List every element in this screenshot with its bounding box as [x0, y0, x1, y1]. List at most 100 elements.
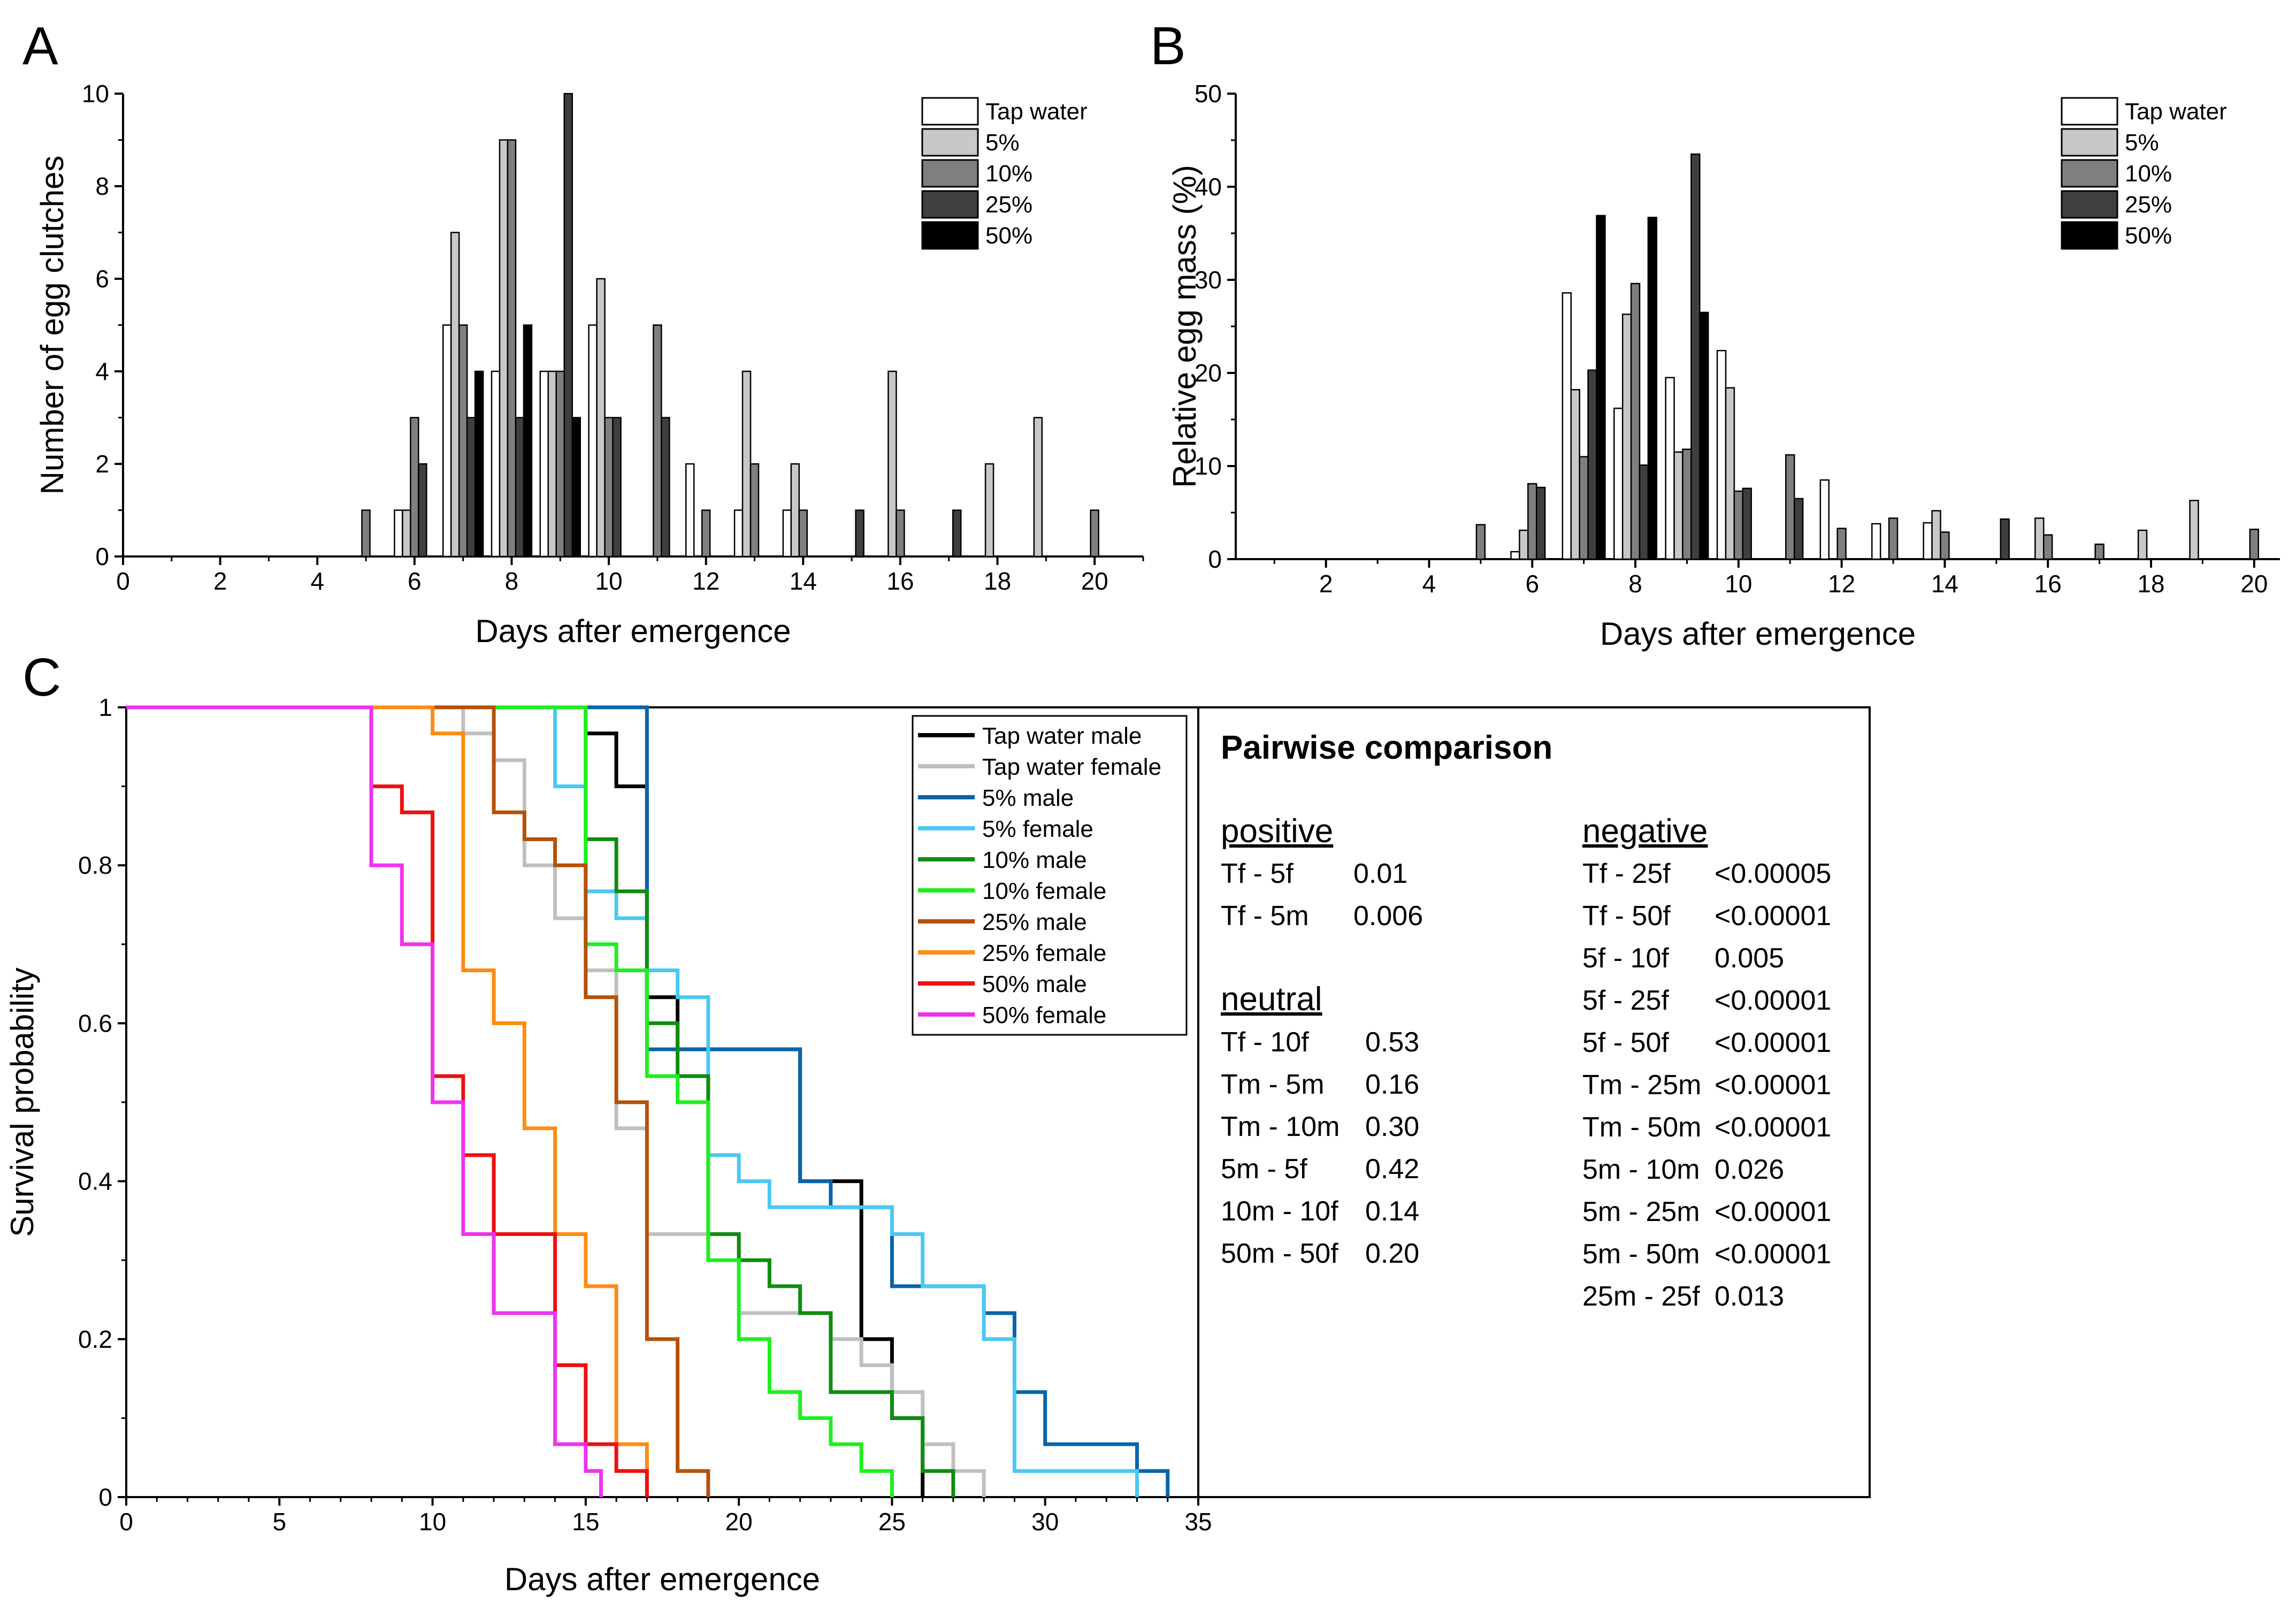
bar-b-10pct	[2043, 534, 2053, 560]
bar-b-25pct	[1639, 464, 1649, 560]
panel-c: C 0 5 10 15 20 25 30 35 0 0.2 0.4 0.6 0.8 1 Days after…	[4, 647, 1871, 1597]
bar-a-tap-water	[733, 509, 744, 558]
bar-a-10pct	[701, 509, 711, 558]
pairwise-comparison-box: Pairwise comparison positive neutral neg…	[1197, 706, 1871, 1498]
legend-label: 25%	[2125, 192, 2172, 218]
bar-a-10pct	[896, 509, 905, 558]
bar-b-5pct	[1519, 529, 1529, 560]
bar-a-10pct	[749, 463, 760, 558]
stat-p-value: <0.00001	[1715, 985, 1831, 1016]
legend-label: 25% female	[982, 940, 1106, 966]
bar-b-10pct	[1888, 517, 1899, 560]
bar-b-25pct	[1535, 486, 1546, 560]
legend-label: Tap water male	[982, 723, 1142, 749]
bar-b-5pct	[2034, 517, 2045, 560]
bar-b-tap-water	[1510, 551, 1520, 560]
legend-label: Tap water	[985, 98, 1088, 125]
legend-label: 5%	[985, 129, 1020, 156]
legend-swatch	[2061, 221, 2118, 250]
stat-p-value: <0.00001	[1715, 1239, 1831, 1270]
panel-a-y-tick-label: 0	[95, 543, 109, 570]
panel-a-x-tick-label: 10	[595, 567, 623, 595]
legend-label: 50%	[2125, 223, 2172, 249]
bar-b-5pct	[2137, 529, 2148, 560]
stat-pair: 5f - 50f	[1582, 1027, 1669, 1058]
panel-b-y-tick-label: 0	[1208, 545, 1222, 573]
stat-p-value: 0.013	[1715, 1281, 1784, 1312]
panel-a-x-axis-title: Days after emergence	[475, 613, 791, 649]
stat-p-value: <0.00001	[1715, 901, 1831, 932]
bar-b-50pct	[1596, 215, 1606, 560]
bar-a-10pct	[1090, 509, 1099, 558]
panel-c-y-tick-label: 0.2	[78, 1325, 112, 1353]
legend-label: 10%	[985, 161, 1032, 187]
bar-a-tap-water	[588, 324, 598, 558]
panel-c-x-tick-label: 15	[572, 1508, 599, 1536]
bar-a-25pct	[952, 509, 962, 558]
stat-pair: 10m - 10f	[1221, 1196, 1338, 1227]
panel-a-x-tick-label: 2	[213, 567, 227, 595]
panel-b-x-tick-label: 2	[1319, 570, 1333, 598]
stats-frame	[1197, 706, 1871, 1498]
bar-a-25pct	[612, 417, 622, 558]
stat-pair: Tm - 25m	[1582, 1070, 1701, 1101]
panel-b-y-tick-label: 10	[1195, 452, 1222, 480]
bar-b-tap-water	[1923, 522, 1933, 560]
panel-c-x-tick-label: 0	[119, 1508, 133, 1536]
legend-label: 10% female	[982, 878, 1106, 904]
legend-swatch	[2061, 190, 2118, 219]
panel-c-x-tick-label: 25	[878, 1508, 906, 1536]
panel-c-x-axis-title: Days after emergence	[504, 1561, 820, 1597]
stat-pair: Tm - 50m	[1582, 1112, 1701, 1143]
panel-b-y-tick-label: 30	[1195, 266, 1222, 294]
stat-p-value: 0.01	[1353, 858, 1407, 889]
bar-a-10pct	[410, 417, 419, 558]
bar-b-10pct	[1733, 490, 1744, 560]
stat-pair: 5m - 10m	[1582, 1154, 1700, 1185]
stat-p-value: 0.30	[1365, 1111, 1419, 1142]
bar-b-tap-water	[1562, 292, 1572, 560]
legend-label: 10%	[2125, 161, 2172, 187]
panel-b-x-tick-label: 20	[2240, 570, 2268, 598]
stat-p-value: 0.42	[1365, 1154, 1419, 1185]
bar-b-5pct	[1673, 451, 1683, 560]
bar-a-10pct	[507, 139, 517, 558]
legend-label: 50%	[985, 223, 1032, 249]
stat-pair: Tf - 5m	[1221, 901, 1309, 932]
bar-b-5pct	[1621, 314, 1632, 560]
bar-b-5pct	[1570, 389, 1580, 560]
bar-b-25pct	[1690, 153, 1701, 560]
panel-c-x-tick-label: 30	[1031, 1508, 1059, 1536]
panel-b-y-tick-label: 50	[1195, 80, 1222, 108]
panel-a-label: A	[22, 16, 58, 76]
legend-swatch	[921, 190, 979, 219]
bar-a-50pct	[474, 370, 484, 558]
stat-p-value: <0.00001	[1715, 1027, 1831, 1058]
panel-c-label: C	[22, 647, 61, 707]
bar-b-10pct	[1682, 448, 1692, 560]
bar-a-tap-water	[685, 463, 695, 558]
stat-pair: Tf - 10f	[1221, 1027, 1309, 1058]
bar-a-50pct	[523, 324, 533, 558]
legend-label: 5% male	[982, 785, 1074, 811]
bar-a-5pct	[1033, 417, 1043, 558]
legend-label: 25% male	[982, 909, 1087, 935]
legend-swatch	[2061, 128, 2118, 157]
bar-b-25pct	[1742, 487, 1752, 560]
panel-c-y-tick-label: 1	[98, 693, 112, 721]
bar-a-5pct	[984, 463, 994, 558]
panel-b-y-tick-label: 20	[1195, 359, 1222, 387]
panel-b-label: B	[1150, 16, 1186, 76]
panel-b-x-tick-label: 8	[1628, 570, 1642, 598]
stat-pair: 5f - 25f	[1582, 985, 1669, 1016]
bar-b-5pct	[1725, 387, 1735, 560]
panel-c-y-axis-title: Survival probability	[4, 967, 40, 1237]
panel-b-x-tick-label: 16	[2034, 570, 2062, 598]
bar-b-tap-water	[1665, 377, 1675, 560]
bar-a-10pct	[458, 324, 468, 558]
stat-p-value: 0.53	[1365, 1027, 1419, 1058]
bar-b-50pct	[1699, 311, 1709, 560]
panel-b-y-tick-label: 40	[1195, 173, 1222, 201]
panel-a-x-tick-label: 8	[505, 567, 519, 595]
